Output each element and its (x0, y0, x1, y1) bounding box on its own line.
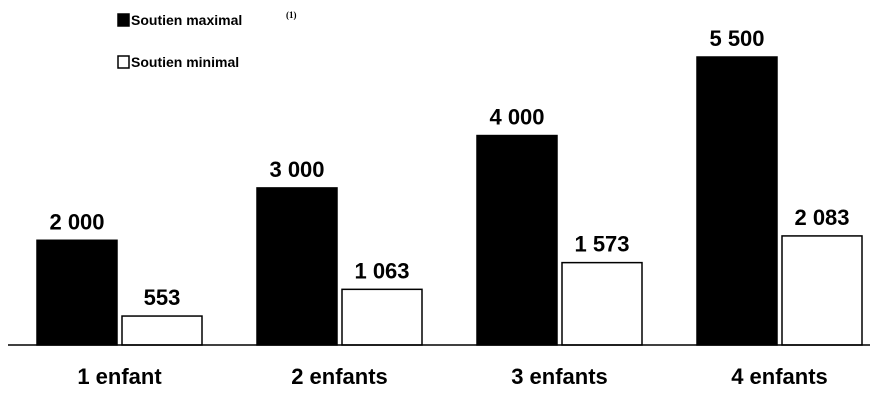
bar-s1-c0 (121, 315, 203, 346)
bar-s0-c1 (256, 187, 338, 346)
legend-item-series-1: Soutien minimal (117, 54, 239, 70)
value-label-s0-c0: 2 000 (49, 209, 104, 234)
value-label-s0-c2: 4 000 (489, 105, 544, 130)
value-label-s0-c3: 5 500 (709, 26, 764, 51)
bar-s0-c2 (476, 134, 558, 346)
value-label-s1-c3: 2 083 (794, 205, 849, 230)
legend-swatch-series-1 (117, 55, 130, 69)
legend-swatch-series-0 (117, 13, 130, 27)
legend: Soutien maximal (1) Soutien minimal (117, 10, 297, 70)
category-label-0: 1 enfant (77, 364, 162, 389)
category-label-3: 4 enfants (731, 364, 828, 389)
bar-s0-c3 (696, 56, 778, 346)
legend-label-series-1: Soutien minimal (131, 54, 239, 70)
category-labels-group: 1 enfant 2 enfants 3 enfants 4 enfants (77, 364, 827, 389)
bar-s1-c3 (781, 235, 863, 346)
value-label-s1-c1: 1 063 (354, 258, 409, 283)
value-labels-group: 2 000 553 3 000 1 063 4 000 1 573 5 500 2 083 (49, 26, 849, 310)
value-label-s0-c1: 3 000 (269, 157, 324, 182)
legend-item-series-0: Soutien maximal (1) (117, 10, 297, 28)
category-label-2: 3 enfants (511, 364, 608, 389)
bar-s0-c0 (36, 239, 118, 346)
legend-label-series-0: Soutien maximal (131, 12, 242, 28)
legend-footnote-marker: (1) (286, 10, 297, 20)
bars-group (36, 56, 863, 346)
value-label-s1-c0: 553 (144, 285, 181, 310)
bar-s1-c2 (561, 261, 643, 346)
bar-s1-c1 (341, 288, 423, 346)
category-label-1: 2 enfants (291, 364, 388, 389)
value-label-s1-c2: 1 573 (574, 232, 629, 257)
